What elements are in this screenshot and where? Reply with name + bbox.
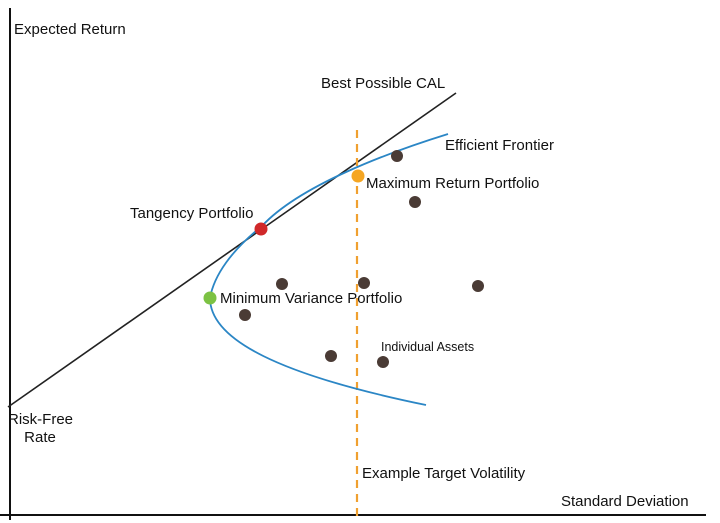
tangency-label: Tangency Portfolio: [130, 205, 254, 222]
max-return-label: Maximum Return Portfolio: [366, 175, 540, 192]
risk-free-label-line1: Risk-Free: [8, 411, 74, 428]
asset-dot: [377, 356, 389, 368]
max-return-portfolio-dot: [351, 169, 365, 183]
risk-free-label-line2: Rate: [24, 429, 56, 446]
min-variance-label: Minimum Variance Portfolio: [220, 290, 403, 307]
efficient-frontier-curve: [209, 133, 449, 406]
tangency-portfolio-dot: [254, 222, 268, 236]
asset-dot: [239, 309, 251, 321]
risk-free-rate-label: Risk-Free Rate: [8, 411, 74, 447]
target-volatility-label: Example Target Volatility: [362, 465, 526, 482]
cal-label: Best Possible CAL: [321, 75, 446, 92]
asset-dot: [358, 277, 370, 289]
asset-dot: [276, 278, 288, 290]
individual-assets-label: Individual Assets: [381, 340, 475, 354]
capital-allocation-line: [7, 92, 457, 408]
asset-dot: [325, 350, 337, 362]
asset-dot: [409, 196, 421, 208]
efficient-frontier-label: Efficient Frontier: [445, 137, 554, 154]
asset-dot: [391, 150, 403, 162]
y-axis-label: Expected Return: [14, 21, 126, 38]
asset-dot: [472, 280, 484, 292]
x-axis-label: Standard Deviation: [561, 493, 689, 510]
min-variance-portfolio-dot: [203, 291, 217, 305]
